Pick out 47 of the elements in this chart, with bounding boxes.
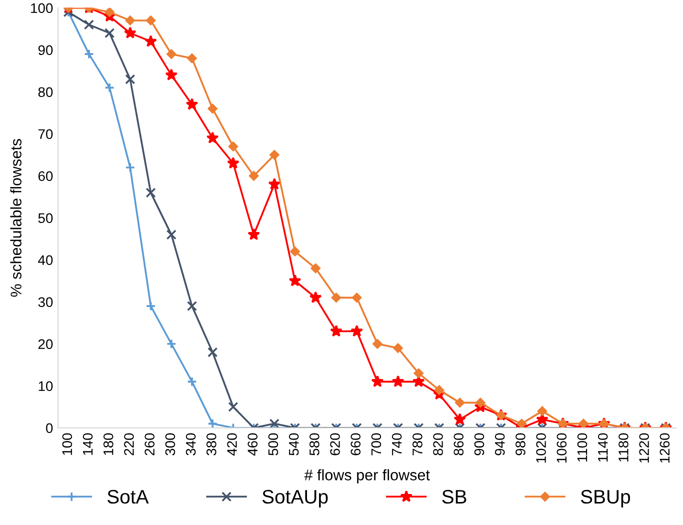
x-tick-label: 740 — [392, 433, 402, 456]
x-tick-label: 900 — [474, 433, 484, 456]
x-tick-label: 820 — [433, 433, 443, 456]
x-tick-label: 340 — [186, 433, 196, 456]
y-tick-label: 0 — [46, 423, 53, 434]
x-tick-label: 980 — [516, 433, 526, 456]
x-tick-label: 220 — [124, 433, 134, 456]
x-tick-label: 180 — [103, 433, 114, 455]
y-tick-label: 70 — [38, 129, 53, 140]
x-tick-label: 620 — [330, 433, 340, 456]
x-axis-title: # flows per flowset — [304, 469, 430, 484]
y-tick-label: 10 — [38, 381, 53, 392]
y-tick-label: 20 — [38, 339, 53, 350]
x-tick-label: 260 — [144, 433, 154, 456]
x-tick-label: 660 — [350, 433, 361, 456]
y-tick-label: 90 — [38, 45, 53, 56]
legend-label: SBUp — [580, 490, 630, 508]
y-tick-label: 100 — [31, 3, 53, 14]
x-tick-label: 780 — [412, 433, 422, 456]
x-tick-label: 1180 — [618, 433, 628, 462]
x-tick-label: 140 — [82, 433, 93, 455]
x-tick-label: 700 — [371, 433, 382, 456]
x-tick-label: 420 — [227, 433, 237, 456]
y-tick-label: 50 — [38, 213, 53, 224]
x-tick-label: 940 — [494, 433, 505, 456]
legend-label: SotAUp — [262, 490, 328, 508]
x-tick-label: 540 — [288, 433, 299, 456]
x-tick-label: 1260 — [660, 433, 670, 463]
x-tick-label: 380 — [206, 433, 216, 456]
y-axis-title: % schedulable flowsets — [10, 139, 22, 297]
legend-label: SotA — [107, 490, 149, 504]
x-tick-label: 500 — [268, 433, 278, 456]
x-tick-label: 1140 — [598, 433, 608, 462]
x-tick-label: 300 — [165, 433, 176, 456]
x-tick-label: 860 — [454, 433, 464, 456]
legend-label: SB — [442, 490, 466, 504]
x-tick-label: 1020 — [536, 433, 546, 463]
y-tick-label: 40 — [38, 255, 53, 266]
y-tick-label: 80 — [38, 87, 53, 98]
y-tick-label: 30 — [38, 297, 53, 308]
y-tick-label: 60 — [38, 171, 53, 182]
x-tick-label: 580 — [309, 433, 320, 456]
x-tick-label: 1060 — [556, 433, 567, 463]
x-tick-label: 1100 — [577, 433, 588, 462]
x-tick-label: 1220 — [639, 433, 649, 463]
x-tick-label: 100 — [62, 433, 72, 455]
x-tick-label: 460 — [248, 433, 258, 456]
